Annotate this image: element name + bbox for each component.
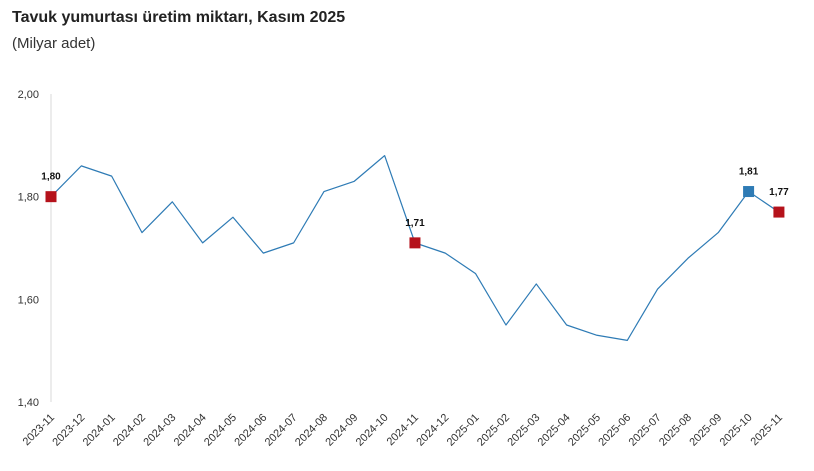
y-tick-label: 1,40 (18, 397, 39, 409)
x-tick-label: 2025-11 (749, 412, 785, 448)
data-point-marker (773, 206, 785, 218)
data-point-marker (45, 191, 57, 203)
x-tick-label: 2025-04 (536, 412, 573, 449)
data-label: 1,81 (739, 167, 759, 178)
data-label: 1,77 (769, 187, 789, 198)
x-tick-label: 2025-05 (566, 412, 603, 449)
x-tick-label: 2024-06 (232, 412, 269, 449)
data-point-marker (743, 186, 755, 198)
x-tick-label: 2025-07 (627, 412, 664, 449)
x-tick-label: 2025-10 (718, 412, 755, 449)
x-tick-label: 2025-03 (505, 412, 542, 449)
x-tick-label: 2023-12 (50, 412, 87, 449)
chart-subtitle: (Milyar adet) (12, 35, 96, 52)
x-tick-label: 2024-01 (81, 412, 118, 449)
data-label: 1,80 (41, 172, 61, 183)
data-point-marker (409, 237, 421, 249)
y-tick-label: 1,80 (18, 192, 39, 204)
x-tick-label: 2024-04 (172, 412, 209, 449)
x-tick-label: 2025-09 (687, 412, 724, 449)
y-tick-label: 2,00 (18, 89, 39, 101)
chart-title: Tavuk yumurtası üretim miktarı, Kasım 20… (12, 9, 346, 26)
x-tick-label: 2024-05 (202, 412, 239, 449)
x-tick-label: 2025-06 (596, 412, 633, 449)
x-tick-label: 2024-07 (263, 412, 300, 449)
x-tick-label: 2024-02 (111, 412, 148, 449)
y-tick-label: 1,60 (18, 294, 39, 306)
x-tick-label: 2025-08 (657, 412, 694, 449)
x-tick-label: 2025-02 (475, 412, 512, 449)
x-tick-label: 2024-12 (414, 412, 451, 449)
x-tick-label: 2024-10 (354, 412, 391, 449)
x-tick-label: 2024-03 (141, 412, 178, 449)
x-tick-label: 2024-09 (323, 412, 360, 449)
data-label: 1,71 (405, 218, 425, 229)
x-tick-label: 2024-08 (293, 412, 330, 449)
x-tick-label: 2025-01 (445, 412, 482, 449)
